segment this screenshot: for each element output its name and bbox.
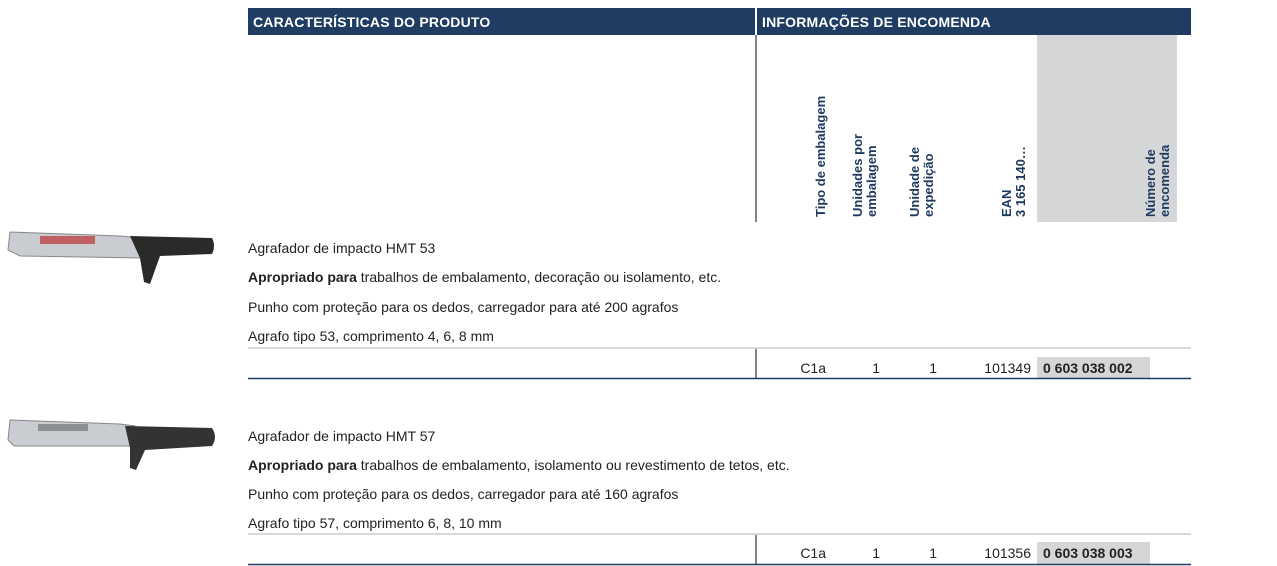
header-left: CARACTERÍSTICAS DO PRODUTO	[253, 14, 491, 30]
cell: 1	[872, 360, 880, 376]
column-header: Unidades por	[850, 134, 865, 217]
product-name: Agrafador de impacto HMT 53	[248, 240, 435, 256]
cell: 1	[872, 545, 880, 561]
product-grip: Punho com proteção para os dedos, carreg…	[248, 486, 678, 502]
cell: 101349	[984, 360, 1031, 376]
column-header: encomenda	[1157, 144, 1172, 217]
product-staple: Agrafo tipo 53, comprimento 4, 6, 8 mm	[248, 328, 494, 344]
cell: C1a	[800, 360, 826, 376]
cell: 101356	[984, 545, 1031, 561]
column-header: expedição	[921, 153, 936, 217]
header-right: INFORMAÇÕES DE ENCOMENDA	[762, 13, 991, 30]
use-label: Apropriado para	[248, 457, 357, 473]
use-text: trabalhos de embalamento, isolamento ou …	[357, 457, 790, 473]
cell: 1	[929, 545, 937, 561]
order-column-shade	[1037, 35, 1177, 222]
order-number: 0 603 038 002	[1043, 360, 1133, 376]
column-header: embalagem	[864, 145, 879, 217]
product-image	[7, 419, 215, 470]
column-header: EAN	[999, 190, 1014, 217]
column-header: Unidade de	[907, 147, 922, 217]
cell: 1	[929, 360, 937, 376]
column-header: Tipo de embalagem	[813, 96, 828, 217]
column-header: Número de	[1143, 149, 1158, 217]
product-staple: Agrafo tipo 57, comprimento 6, 8, 10 mm	[248, 515, 502, 531]
product-name: Agrafador de impacto HMT 57	[248, 428, 435, 444]
column-header: 3 165 140…	[1013, 146, 1028, 217]
cell: C1a	[800, 545, 826, 561]
use-text: trabalhos de embalamento, decoração ou i…	[357, 269, 721, 285]
header-bar	[248, 8, 1191, 35]
product-use: Apropriado para trabalhos de embalamento…	[248, 457, 790, 473]
product-image	[7, 231, 214, 284]
order-cell-shade	[1037, 357, 1150, 378]
order-number: 0 603 038 003	[1043, 545, 1133, 561]
product-use: Apropriado para trabalhos de embalamento…	[248, 269, 721, 285]
product-grip: Punho com proteção para os dedos, carreg…	[248, 299, 678, 315]
order-cell-shade	[1037, 542, 1150, 564]
use-label: Apropriado para	[248, 269, 357, 285]
